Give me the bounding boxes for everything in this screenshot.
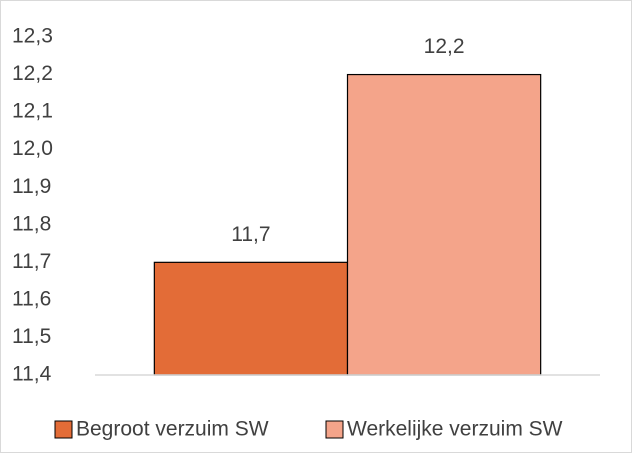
legend-label: Begroot verzuim SW bbox=[76, 418, 269, 441]
bar bbox=[153, 261, 349, 376]
y-tick-label: 12,1 bbox=[12, 100, 53, 123]
y-tick-label: 12,0 bbox=[12, 137, 53, 160]
y-tick-label: 11,9 bbox=[12, 175, 51, 198]
y-tick-label: 12,3 bbox=[12, 25, 53, 48]
y-tick-label: 12,2 bbox=[12, 62, 53, 85]
bar bbox=[346, 73, 542, 376]
y-tick-label: 11,7 bbox=[12, 250, 51, 273]
y-tick-label: 11,5 bbox=[12, 325, 51, 348]
data-label: 11,7 bbox=[231, 223, 270, 246]
y-tick-label: 11,4 bbox=[12, 363, 52, 386]
legend-swatch bbox=[54, 420, 73, 439]
y-tick-label: 11,8 bbox=[12, 212, 51, 235]
y-tick-label: 11,6 bbox=[12, 287, 51, 310]
legend-swatch bbox=[325, 420, 344, 439]
data-label: 12,2 bbox=[424, 35, 465, 58]
legend-label: Werkelijke verzuim SW bbox=[347, 418, 563, 441]
